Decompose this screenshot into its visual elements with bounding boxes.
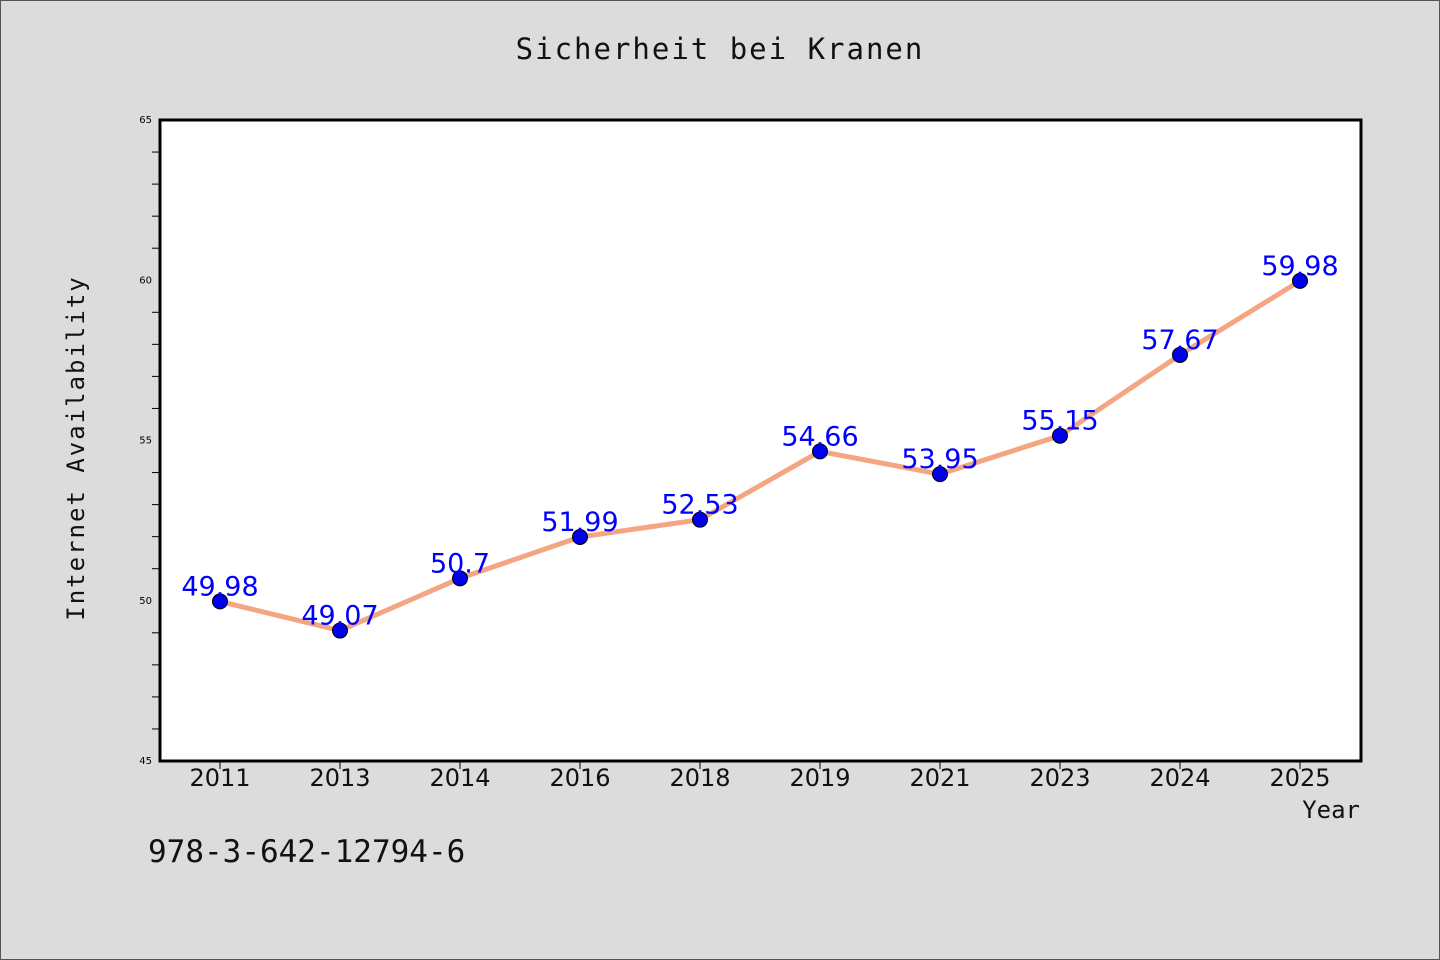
x-tick-label: 2023: [1029, 764, 1090, 792]
data-point: [332, 622, 348, 639]
data-point: [212, 593, 228, 610]
y-tick-label: 50: [139, 596, 152, 607]
data-point: [572, 528, 588, 545]
data-point: [452, 570, 468, 587]
data-label: 50.7: [430, 548, 490, 579]
data-point: [692, 511, 708, 528]
x-tick-label: 2016: [549, 764, 610, 792]
y-tick-label: 60: [139, 275, 152, 286]
x-tick-label: 2013: [309, 764, 370, 792]
x-tick-label: 2025: [1269, 764, 1330, 792]
isbn-footnote: 978-3-642-12794-6: [148, 834, 466, 870]
data-point: [1292, 272, 1308, 289]
x-tick-label: 2024: [1149, 764, 1210, 792]
data-label: 49.98: [181, 571, 258, 602]
data-markers: [212, 272, 1308, 639]
chart-title: Sicherheit bei Kranen: [515, 32, 925, 66]
y-tick-label: 65: [139, 115, 152, 126]
data-labels: 49.98 49.07 50.7 51.99 52.53 54.66 53.95 55.15 5…: [181, 251, 1338, 632]
plot-area: [158, 118, 1363, 763]
data-point: [1052, 427, 1068, 444]
y-tick-label: 55: [139, 436, 152, 447]
x-axis-label: Year: [1302, 796, 1360, 824]
x-tick-label: 2011: [189, 764, 250, 792]
x-tick-label: 2019: [789, 764, 850, 792]
data-point: [1172, 346, 1188, 363]
y-tick-label: 45: [139, 756, 152, 767]
x-tick-label: 2014: [429, 764, 490, 792]
data-label: 53.95: [901, 444, 978, 475]
data-label: 55.15: [1021, 406, 1098, 437]
data-label: 49.07: [301, 601, 378, 632]
y-axis-label: Internet Availability: [62, 275, 90, 621]
data-point: [812, 443, 828, 460]
x-tick-label: 2021: [909, 764, 970, 792]
x-axis: 2011 2013 2014 2016 2018 2019 2021 2023 2024 2025: [189, 761, 1331, 792]
y-axis: 45 50 55 60 65: [139, 115, 160, 767]
data-label: 51.99: [541, 507, 618, 538]
series-line: [217, 278, 1303, 634]
x-tick-label: 2018: [669, 764, 730, 792]
data-point: [932, 466, 948, 483]
data-label: 59.98: [1261, 251, 1338, 282]
data-label: 57.67: [1141, 325, 1218, 356]
data-label: 52.53: [661, 490, 738, 521]
data-label: 54.66: [781, 421, 858, 452]
